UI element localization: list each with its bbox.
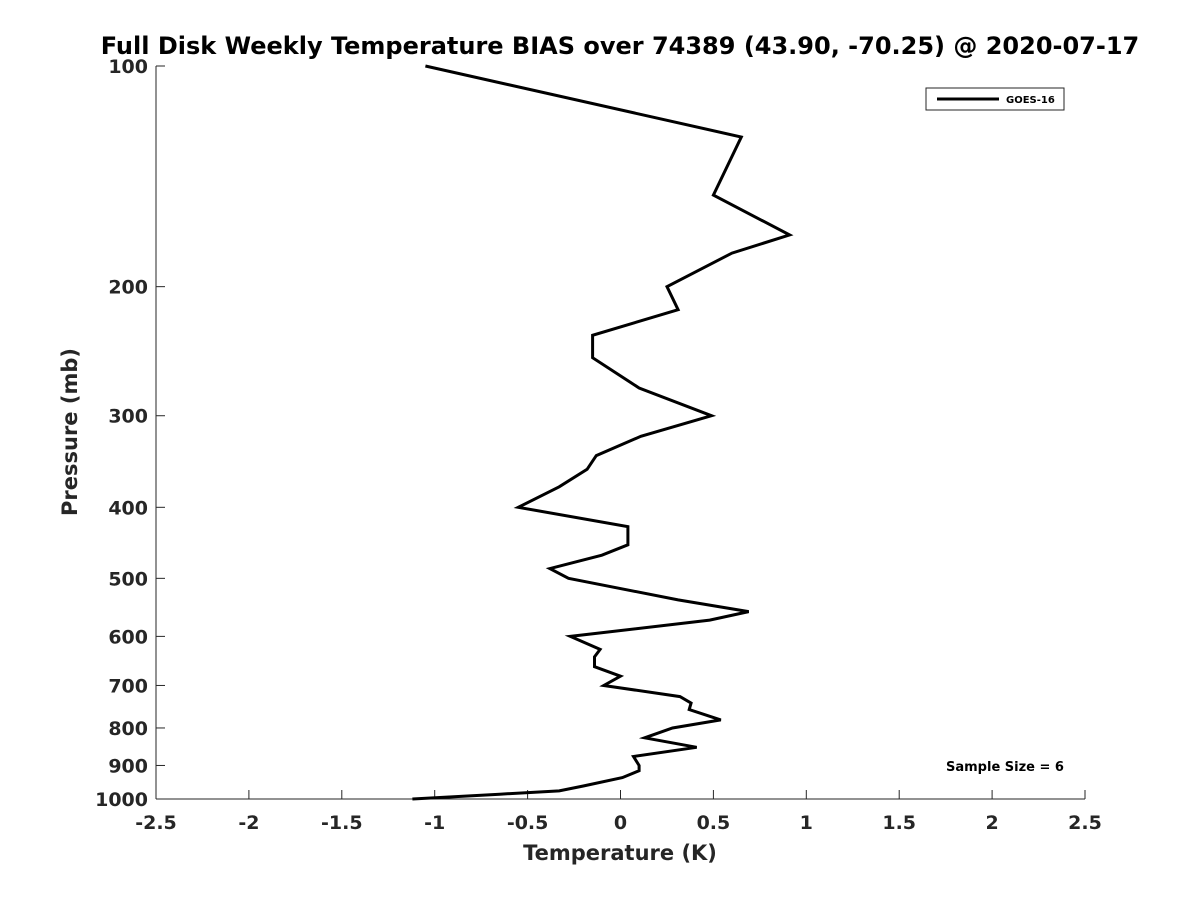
y-tick-label: 700 bbox=[108, 675, 148, 697]
y-tick-label: 200 bbox=[108, 277, 148, 299]
x-tick-label: 0.5 bbox=[697, 812, 731, 834]
x-axis-label: Temperature (K) bbox=[523, 841, 717, 865]
y-tick-label: 900 bbox=[108, 755, 148, 777]
series-line-goes-16 bbox=[412, 64, 794, 801]
x-tick-label: 1 bbox=[800, 812, 813, 834]
x-tick-label: -1.5 bbox=[321, 812, 363, 834]
x-tick-label: -1 bbox=[424, 812, 445, 834]
y-tick-label: 800 bbox=[108, 718, 148, 740]
y-tick-label: 500 bbox=[108, 568, 148, 590]
y-ticks: 100 200 300 400 500 600 700 800 900 1000 bbox=[95, 56, 165, 811]
y-tick-label: 1000 bbox=[95, 789, 148, 811]
x-ticks: -2.5 -2 -1.5 -1 -0.5 0 0.5 1 1.5 2 2.5 bbox=[135, 790, 1102, 834]
sample-size-annotation: Sample Size = 6 bbox=[946, 760, 1064, 775]
y-tick-label: 400 bbox=[108, 497, 148, 519]
y-axis-label: Pressure (mb) bbox=[58, 348, 82, 516]
x-tick-label: 2 bbox=[985, 812, 998, 834]
legend-entry-goes-16: GOES-16 bbox=[1006, 95, 1055, 106]
y-tick-label: 300 bbox=[108, 406, 148, 428]
x-tick-label: -2 bbox=[238, 812, 259, 834]
y-tick-label: 100 bbox=[108, 56, 148, 78]
legend: GOES-16 bbox=[925, 87, 1065, 111]
x-tick-label: 1.5 bbox=[882, 812, 916, 834]
x-tick-label: 2.5 bbox=[1068, 812, 1102, 834]
chart-title: Full Disk Weekly Temperature BIAS over 7… bbox=[101, 32, 1140, 60]
x-tick-label: -2.5 bbox=[135, 812, 177, 834]
series-layer bbox=[412, 64, 794, 801]
x-tick-label: 0 bbox=[614, 812, 627, 834]
x-tick-label: -0.5 bbox=[507, 812, 549, 834]
y-tick-label: 600 bbox=[108, 626, 148, 648]
